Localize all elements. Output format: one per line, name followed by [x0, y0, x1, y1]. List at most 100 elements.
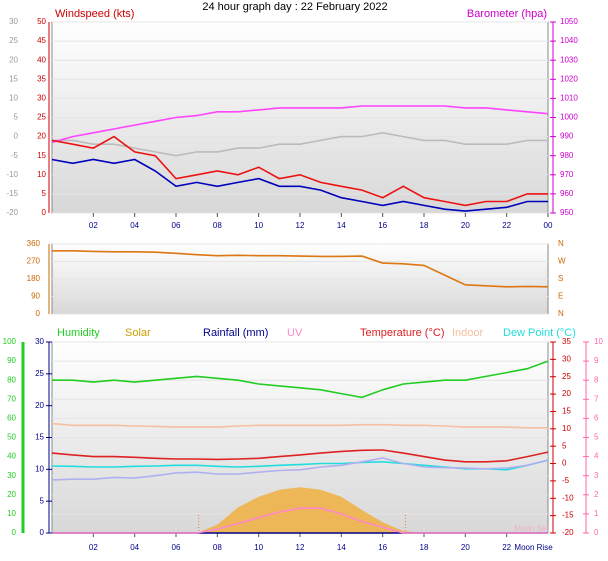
x-tick-label: 00	[544, 221, 553, 230]
y-tick-label: 3	[594, 471, 599, 480]
y-tick-label: 10	[594, 337, 603, 346]
y-tick-label: 10	[7, 509, 16, 518]
y-tick-label: 0	[562, 459, 567, 468]
y-tick-label: 5	[562, 441, 567, 450]
y-tick-label: 980	[560, 151, 574, 160]
annotation: Moon Set	[514, 524, 549, 533]
x-tick-label: 04	[130, 543, 139, 552]
y-tick-label: 20	[35, 401, 44, 410]
chart-title: 24 hour graph day : 22 February 2022	[202, 1, 387, 13]
x-tick-label: 06	[172, 543, 181, 552]
legend-entry: Rainfall (mm)	[203, 327, 268, 339]
y-tick-label: -10	[6, 170, 18, 179]
y-tick-label: 10	[35, 464, 44, 473]
y-axis-label: Windspeed (kts)	[55, 8, 134, 20]
y-tick-label: 990	[560, 132, 574, 141]
y-tick-label: -20	[6, 208, 18, 217]
x-tick-label: 16	[378, 221, 387, 230]
y-tick-label: 1010	[560, 94, 578, 103]
y-tick-label: W	[558, 257, 566, 266]
y-tick-label: 7	[594, 394, 599, 403]
y-tick-label: 1030	[560, 55, 578, 64]
y-tick-label: E	[558, 292, 563, 301]
y-tick-label: 4	[594, 452, 599, 461]
y-tick-label: 0	[36, 309, 41, 318]
y-tick-label: 960	[560, 189, 574, 198]
y-tick-label: 35	[37, 74, 46, 83]
y-tick-label: -5	[11, 151, 19, 160]
y-tick-label: 25	[37, 113, 46, 122]
y-tick-label: 1000	[560, 113, 578, 122]
y-tick-label: 100	[3, 337, 17, 346]
x-tick-label: 08	[213, 221, 222, 230]
legend-entry: Indoor	[452, 327, 484, 339]
y-tick-label: N	[558, 309, 564, 318]
x-tick-label: 22	[502, 221, 511, 230]
y-tick-label: 5	[40, 496, 45, 505]
x-tick-label: 20	[461, 221, 470, 230]
y-tick-label: N	[558, 239, 564, 248]
y-tick-label: 6	[594, 414, 599, 423]
y-tick-label: 1020	[560, 74, 578, 83]
legend-entry: Solar	[125, 327, 151, 339]
y-tick-label: 25	[9, 36, 18, 45]
y-tick-label: 15	[562, 407, 571, 416]
y-tick-label: 90	[31, 292, 40, 301]
line	[51, 457, 549, 481]
x-tick-label: 22	[502, 543, 511, 552]
legend-entry: Temperature (°C)	[360, 327, 444, 339]
line	[51, 105, 549, 144]
y-tick-label: 0	[12, 528, 17, 537]
line	[51, 158, 548, 212]
line	[52, 507, 548, 534]
y-tick-label: 70	[7, 394, 16, 403]
y-tick-label: 40	[7, 452, 16, 461]
y-tick-label: 270	[27, 257, 41, 266]
y-tick-label: 950	[560, 208, 574, 217]
y-tick-label: 80	[7, 375, 16, 384]
y-tick-label: 50	[37, 17, 46, 26]
y-tick-label: 20	[37, 132, 46, 141]
x-tick-label: 10	[254, 221, 263, 230]
line	[51, 422, 548, 429]
y-tick-label: 20	[562, 389, 571, 398]
x-tick-label: 08	[213, 543, 222, 552]
y-tick-label: 40	[37, 55, 46, 64]
x-tick-label: 18	[420, 543, 429, 552]
y-tick-label: 1	[594, 509, 599, 518]
x-tick-label: 14	[337, 543, 346, 552]
line	[51, 449, 549, 463]
x-tick-label: 02	[89, 221, 98, 230]
y-tick-label: -5	[562, 476, 570, 485]
y-tick-label: 15	[35, 433, 44, 442]
line	[52, 360, 549, 399]
line	[52, 250, 549, 288]
y-tick-label: 10	[37, 170, 46, 179]
legend-entry: UV	[287, 327, 303, 339]
y-tick-label: 15	[9, 74, 18, 83]
x-tick-label: 10	[254, 543, 263, 552]
y-tick-label: 60	[7, 414, 16, 423]
x-tick-label: 20	[461, 543, 470, 552]
x-tick-label: 18	[420, 221, 429, 230]
y-tick-label: 20	[9, 55, 18, 64]
y-tick-label: -20	[562, 528, 574, 537]
y-tick-label: 5	[594, 433, 599, 442]
y-tick-label: 30	[35, 337, 44, 346]
x-tick-label: 04	[130, 221, 139, 230]
y-tick-label: 30	[37, 94, 46, 103]
x-tick-label: 12	[296, 543, 305, 552]
y-tick-label: 0	[14, 132, 19, 141]
annotation: Moon Rise	[514, 543, 553, 552]
y-tick-label: 50	[7, 433, 16, 442]
line	[51, 135, 548, 207]
line	[52, 131, 548, 157]
y-tick-label: 15	[37, 151, 46, 160]
y-tick-label: 8	[594, 375, 599, 384]
y-tick-label: 25	[562, 372, 571, 381]
y-tick-label: -10	[562, 493, 574, 502]
x-tick-label: 14	[337, 221, 346, 230]
y-tick-label: 5	[14, 113, 19, 122]
x-tick-label: 16	[378, 543, 387, 552]
